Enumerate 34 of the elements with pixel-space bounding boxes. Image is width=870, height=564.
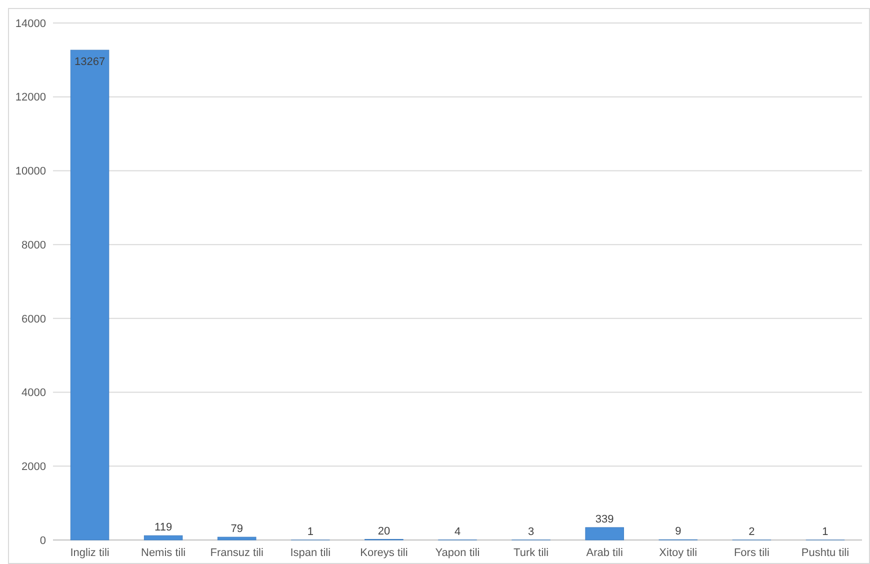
data-label: 339 <box>595 513 614 526</box>
x-tick-label: Ispan tili <box>290 547 331 559</box>
data-label: 3 <box>528 526 534 538</box>
y-tick-label: 4000 <box>22 387 46 400</box>
data-label: 1 <box>822 526 828 538</box>
x-tick-label: Arab tili <box>586 547 623 559</box>
y-tick-label: 12000 <box>15 92 46 104</box>
x-tick-label: Turk tili <box>514 547 549 559</box>
x-tick-label: Xitoy tili <box>659 547 698 559</box>
y-tick-label: 14000 <box>15 18 46 30</box>
y-tick-label: 6000 <box>22 313 46 326</box>
bar <box>70 50 110 540</box>
x-tick-label: Ingliz tili <box>70 547 110 559</box>
x-tick-label: Nemis tili <box>141 547 186 559</box>
x-tick-label: Fors tili <box>734 547 770 559</box>
bar <box>217 536 256 540</box>
data-label: 9 <box>675 526 682 538</box>
y-tick-label: 2000 <box>22 460 46 473</box>
data-label: 119 <box>154 522 172 534</box>
data-label: 20 <box>378 525 390 538</box>
data-label: 79 <box>230 523 243 536</box>
y-tick-label: 10000 <box>15 166 46 178</box>
x-tick-label: Koreys tili <box>360 547 408 559</box>
y-tick-label: 8000 <box>22 239 46 252</box>
data-label: 1 <box>307 526 314 538</box>
bar <box>585 527 624 540</box>
data-label: 13267 <box>74 56 106 68</box>
x-tick-label: Fransuz tili <box>210 547 264 559</box>
x-tick-label: Pushtu tili <box>801 547 850 559</box>
bar <box>144 535 183 540</box>
data-label: 2 <box>748 526 755 538</box>
data-label: 4 <box>454 526 461 538</box>
x-tick-label: Yapon tili <box>435 547 480 559</box>
y-tick-label: 0 <box>40 534 46 547</box>
